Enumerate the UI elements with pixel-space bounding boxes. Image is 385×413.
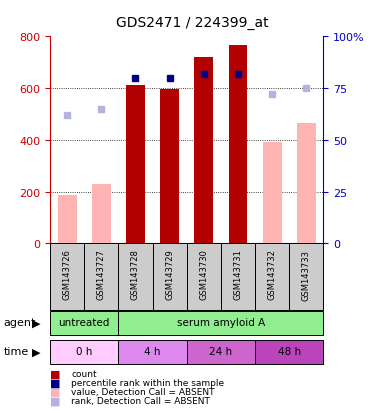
Text: ▶: ▶ bbox=[32, 347, 41, 356]
Text: GSM143729: GSM143729 bbox=[165, 249, 174, 299]
Bar bbox=[84, 244, 119, 310]
Bar bbox=[187, 340, 255, 364]
Text: 0 h: 0 h bbox=[76, 347, 92, 356]
Text: ■: ■ bbox=[50, 396, 60, 406]
Bar bbox=[221, 244, 255, 310]
Bar bbox=[50, 244, 84, 310]
Text: GSM143731: GSM143731 bbox=[233, 249, 243, 300]
Bar bbox=[160, 90, 179, 244]
Bar bbox=[297, 123, 316, 244]
Bar bbox=[289, 244, 323, 310]
Text: value, Detection Call = ABSENT: value, Detection Call = ABSENT bbox=[71, 387, 215, 396]
Bar bbox=[119, 244, 152, 310]
Bar bbox=[187, 244, 221, 310]
Bar bbox=[255, 244, 289, 310]
Bar bbox=[119, 311, 323, 335]
Text: 4 h: 4 h bbox=[144, 347, 161, 356]
Bar bbox=[229, 46, 248, 244]
Text: untreated: untreated bbox=[59, 318, 110, 328]
Text: ■: ■ bbox=[50, 369, 60, 379]
Text: ■: ■ bbox=[50, 378, 60, 388]
Text: ■: ■ bbox=[50, 387, 60, 397]
Text: rank, Detection Call = ABSENT: rank, Detection Call = ABSENT bbox=[71, 396, 210, 406]
Bar bbox=[126, 86, 145, 244]
Text: serum amyloid A: serum amyloid A bbox=[177, 318, 265, 328]
Bar bbox=[50, 340, 119, 364]
Text: GSM143726: GSM143726 bbox=[63, 249, 72, 300]
Bar bbox=[58, 196, 77, 244]
Text: count: count bbox=[71, 369, 97, 378]
Text: GSM143730: GSM143730 bbox=[199, 249, 208, 300]
Bar bbox=[119, 340, 187, 364]
Text: 48 h: 48 h bbox=[278, 347, 301, 356]
Text: percentile rank within the sample: percentile rank within the sample bbox=[71, 378, 224, 387]
Text: ▶: ▶ bbox=[32, 318, 41, 328]
Text: 24 h: 24 h bbox=[209, 347, 233, 356]
Bar bbox=[152, 244, 187, 310]
Bar bbox=[194, 58, 213, 244]
Bar bbox=[255, 340, 323, 364]
Text: GSM143727: GSM143727 bbox=[97, 249, 106, 300]
Bar bbox=[263, 143, 281, 244]
Bar bbox=[92, 184, 111, 244]
Bar bbox=[50, 311, 119, 335]
Text: GSM143728: GSM143728 bbox=[131, 249, 140, 300]
Text: GDS2471 / 224399_at: GDS2471 / 224399_at bbox=[116, 16, 269, 30]
Text: GSM143733: GSM143733 bbox=[302, 249, 311, 300]
Text: time: time bbox=[4, 347, 29, 356]
Text: GSM143732: GSM143732 bbox=[268, 249, 277, 300]
Text: agent: agent bbox=[4, 318, 36, 328]
